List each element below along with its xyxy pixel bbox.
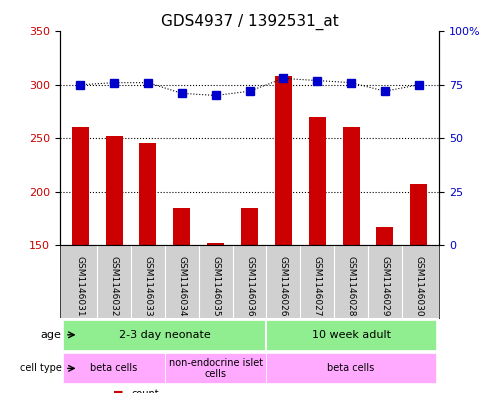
Bar: [410, 184, 427, 245]
Bar: [72, 127, 89, 245]
Bar: [241, 208, 258, 245]
Text: GSM1146036: GSM1146036: [245, 256, 254, 316]
FancyBboxPatch shape: [63, 320, 266, 350]
Bar: [343, 127, 360, 245]
Text: cell type: cell type: [19, 364, 61, 373]
Text: ■: ■: [113, 389, 123, 393]
Text: GSM1146028: GSM1146028: [347, 256, 356, 316]
Text: GSM1146029: GSM1146029: [380, 256, 389, 316]
Text: GSM1146034: GSM1146034: [177, 256, 186, 316]
Text: 2-3 day neonate: 2-3 day neonate: [119, 330, 211, 340]
FancyBboxPatch shape: [266, 353, 436, 384]
Bar: [173, 208, 190, 245]
Text: GSM1146030: GSM1146030: [414, 256, 423, 316]
Text: 10 week adult: 10 week adult: [311, 330, 391, 340]
FancyBboxPatch shape: [165, 353, 266, 384]
Bar: [207, 243, 224, 245]
Text: GSM1146032: GSM1146032: [110, 256, 119, 316]
Text: non-endocrine islet
cells: non-endocrine islet cells: [169, 358, 262, 379]
Text: GSM1146035: GSM1146035: [211, 256, 220, 316]
Text: GSM1146031: GSM1146031: [76, 256, 85, 316]
FancyBboxPatch shape: [266, 320, 436, 350]
Bar: [376, 227, 393, 245]
Text: beta cells: beta cells: [327, 364, 375, 373]
Text: GSM1146033: GSM1146033: [143, 256, 152, 316]
Text: count: count: [132, 389, 160, 393]
Text: age: age: [41, 330, 61, 340]
Bar: [275, 76, 292, 245]
Title: GDS4937 / 1392531_at: GDS4937 / 1392531_at: [161, 14, 338, 30]
Bar: [106, 136, 123, 245]
Text: GSM1146027: GSM1146027: [313, 256, 322, 316]
Text: GSM1146026: GSM1146026: [279, 256, 288, 316]
Bar: [139, 143, 156, 245]
Text: beta cells: beta cells: [90, 364, 138, 373]
Bar: [309, 117, 326, 245]
FancyBboxPatch shape: [63, 353, 165, 384]
